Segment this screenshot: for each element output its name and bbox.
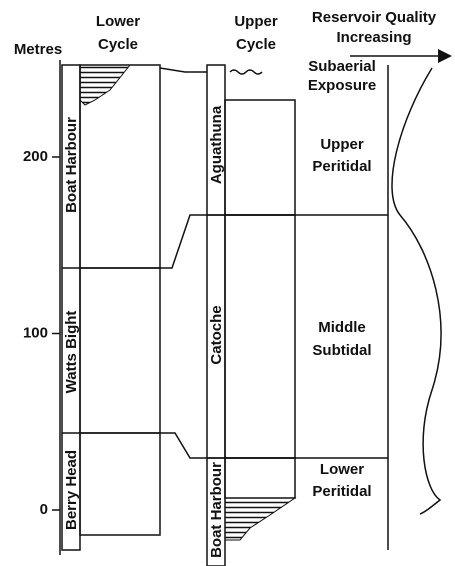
formation-label: Aguathuna [208,105,225,184]
header: Cycle [98,36,138,53]
zone-label: Lower [320,461,364,478]
formation-label: Boat Harbour [63,117,80,213]
header: Cycle [236,36,276,53]
header: Increasing [336,29,411,46]
zone-label: Subaerial [308,58,376,75]
zone-label: Peritidal [312,158,371,175]
zone-label: Exposure [308,77,376,94]
zone-label: Middle [318,319,366,336]
zone-label: Upper [320,136,364,153]
formation-label: Catoche [208,305,225,364]
tick-label: 200 [23,148,48,165]
header: Reservoir Quality [312,9,437,26]
zone-label: Peritidal [312,483,371,500]
formation-label: Boat Harbour [208,462,225,558]
header: Upper [234,13,278,30]
header: Lower [96,13,140,30]
formation-label: Berry Head [63,450,80,530]
formation-label: Watts Bight [63,311,80,394]
tick-label: 0 [40,501,48,518]
tick-label: 100 [23,324,48,341]
lithology [59,49,452,566]
zone-label: Subtidal [312,342,371,359]
axis-title: Metres [14,41,62,58]
